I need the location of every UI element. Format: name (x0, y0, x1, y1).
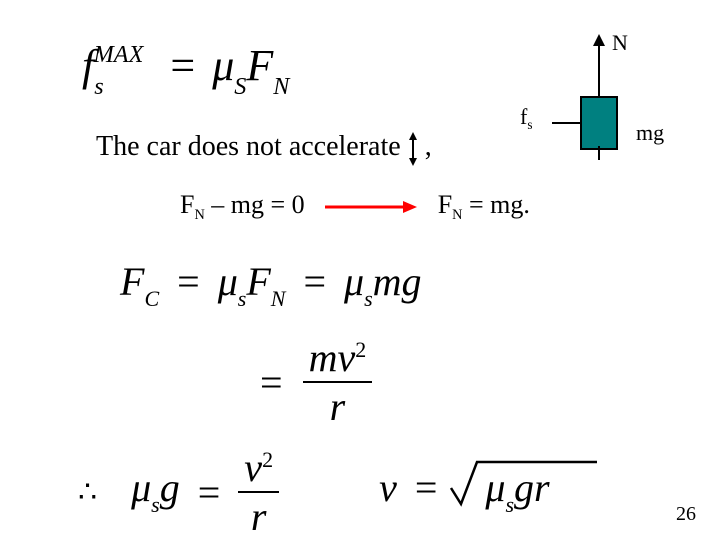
equals: = (170, 41, 195, 90)
f-letter: f (82, 41, 94, 90)
mv2r-equation: = mv2 r (260, 334, 372, 430)
fs-label: fs (520, 104, 532, 133)
line2-left: FN – mg = 0 (180, 190, 311, 219)
n-label: N (612, 30, 628, 56)
n-arrow-icon (592, 34, 606, 98)
line2-right: FN = mg. (438, 190, 530, 219)
mv2r-fraction: mv2 r (303, 334, 373, 430)
v-eq-sqrt: v = μsgr (379, 465, 550, 510)
page-number: 26 (676, 503, 696, 526)
musg-eq: μsg = v2 r (131, 465, 289, 510)
sentence-after: , (425, 131, 432, 162)
mg-arrow-icon (592, 146, 606, 162)
bottom-row: ∴ μsg = v2 r v = μsgr (78, 444, 550, 540)
f-sub: s (94, 73, 103, 100)
f-sup: MAX (94, 41, 144, 68)
sentence-before: The car does not accelerate (96, 131, 408, 162)
fc-equation: FC = μsFN = μsmg (120, 258, 422, 310)
sentence: The car does not accelerate , (96, 131, 432, 166)
red-arrow-icon (325, 199, 417, 215)
therefore-symbol: ∴ (78, 476, 97, 509)
car-box (580, 96, 618, 150)
top-equation: fs MAX = μSFN (82, 40, 289, 97)
mg-label: mg (636, 120, 664, 146)
fs-arrow-icon (546, 116, 584, 130)
mu: μ (212, 41, 234, 90)
line2: FN – mg = 0 FN = mg. (180, 190, 530, 224)
updown-arrow-icon (408, 132, 418, 166)
sqrt-icon: μsgr (455, 464, 549, 516)
F: F (246, 41, 273, 90)
mu-sub: S (234, 73, 246, 100)
F-sub: N (273, 73, 289, 100)
